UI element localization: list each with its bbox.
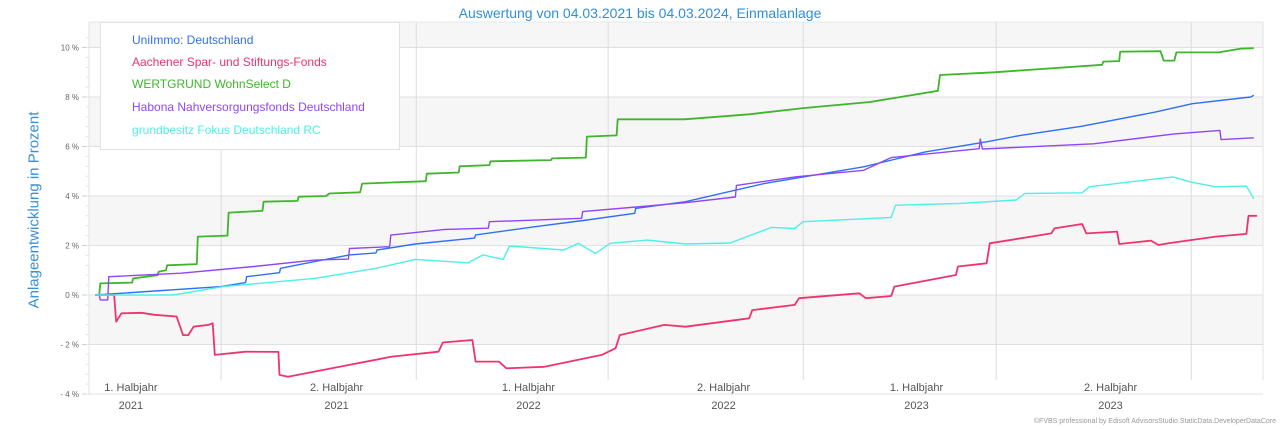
y-tick-label: 4 % xyxy=(65,192,79,201)
y-tick-label: 8 % xyxy=(65,93,79,102)
y-tick-label: 6 % xyxy=(65,143,79,152)
legend-item-aachener[interactable]: Aachener Spar- und Stiftungs-Fonds xyxy=(132,55,327,69)
series-line-4 xyxy=(95,129,1254,301)
y-tick-label: 10 % xyxy=(61,44,79,53)
legend-item-habona[interactable]: Habona Nahversorgungsfonds Deutschland xyxy=(132,100,365,114)
plot-band xyxy=(89,196,1263,246)
x-tick-label-year: 2021 xyxy=(119,400,143,412)
y-tick-label: - 2 % xyxy=(60,341,79,350)
plot-band xyxy=(89,295,1263,345)
series-line-3 xyxy=(95,47,1254,296)
legend-item-grundbesitz[interactable]: grundbesitz Fokus Deutschland RC xyxy=(132,123,321,137)
x-tick-label-period: 2. Halbjahr xyxy=(310,382,364,394)
x-tick-label-year: 2023 xyxy=(904,400,928,412)
series-line-5 xyxy=(95,176,1255,296)
y-tick-label: 2 % xyxy=(65,242,79,251)
y-tick-label: - 4 % xyxy=(60,390,79,399)
legend-item-wertgrund[interactable]: WERTGRUND WohnSelect D xyxy=(132,77,291,91)
x-tick-label-period: 1. Halbjahr xyxy=(104,382,158,394)
x-tick-label-period: 2. Halbjahr xyxy=(1084,382,1138,394)
legend: UniImmo: Deutschland Aachener Spar- und … xyxy=(100,22,400,150)
y-tick-label: 0 % xyxy=(65,291,79,300)
legend-item-uniimmo[interactable]: UniImmo: Deutschland xyxy=(132,33,254,47)
series-line-1 xyxy=(94,94,1255,296)
chart-title: Auswertung von 04.03.2021 bis 04.03.2024… xyxy=(458,5,822,21)
x-tick-label-period: 1. Halbjahr xyxy=(502,382,556,394)
copyright-text: ©FVBS professional by Edisoft AdvisorsSt… xyxy=(1033,418,1276,425)
y-axis-label: Anlageentwicklung in Prozent xyxy=(25,111,43,309)
series-line-2 xyxy=(95,214,1257,378)
x-tick-label-year: 2022 xyxy=(711,400,735,412)
x-tick-label-year: 2023 xyxy=(1098,400,1122,412)
x-tick-label-period: 1. Halbjahr xyxy=(890,382,944,394)
x-tick-label-year: 2022 xyxy=(516,400,540,412)
x-tick-label-period: 2. Halbjahr xyxy=(697,382,751,394)
x-tick-label-year: 2021 xyxy=(324,400,348,412)
